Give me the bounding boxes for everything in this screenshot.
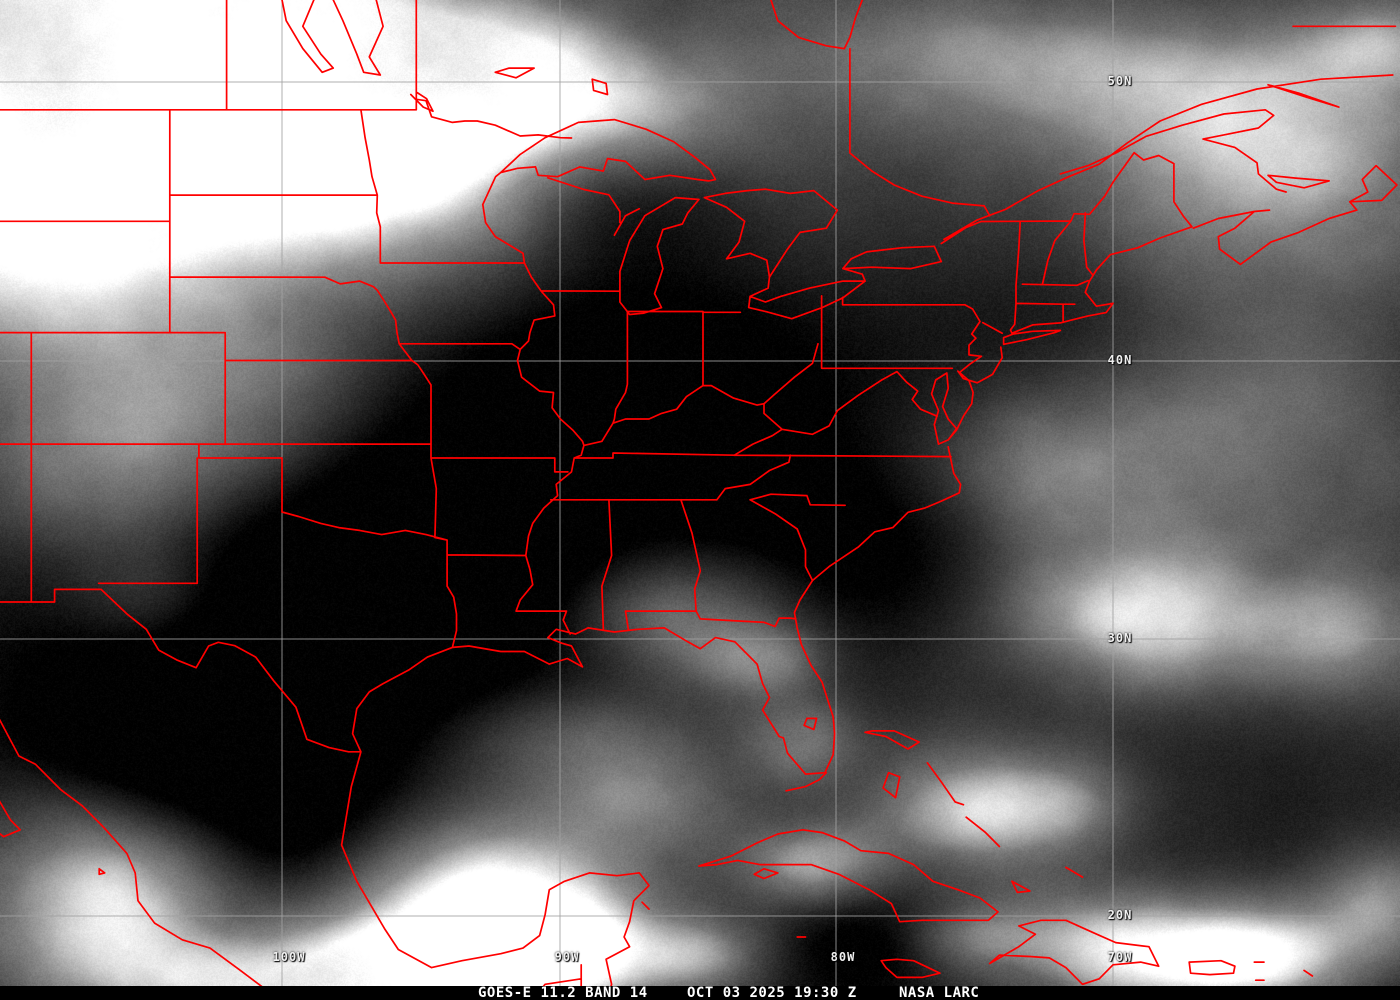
caption-credit: NASA LARC xyxy=(899,985,980,1000)
caption-bar: GOES-E 11.2 BAND 14 OCT 03 2025 19:30 Z … xyxy=(0,986,1400,1000)
caption-timestamp: OCT 03 2025 19:30 Z xyxy=(687,985,857,1000)
caption-satellite-band: GOES-E 11.2 BAND 14 xyxy=(478,985,648,1000)
